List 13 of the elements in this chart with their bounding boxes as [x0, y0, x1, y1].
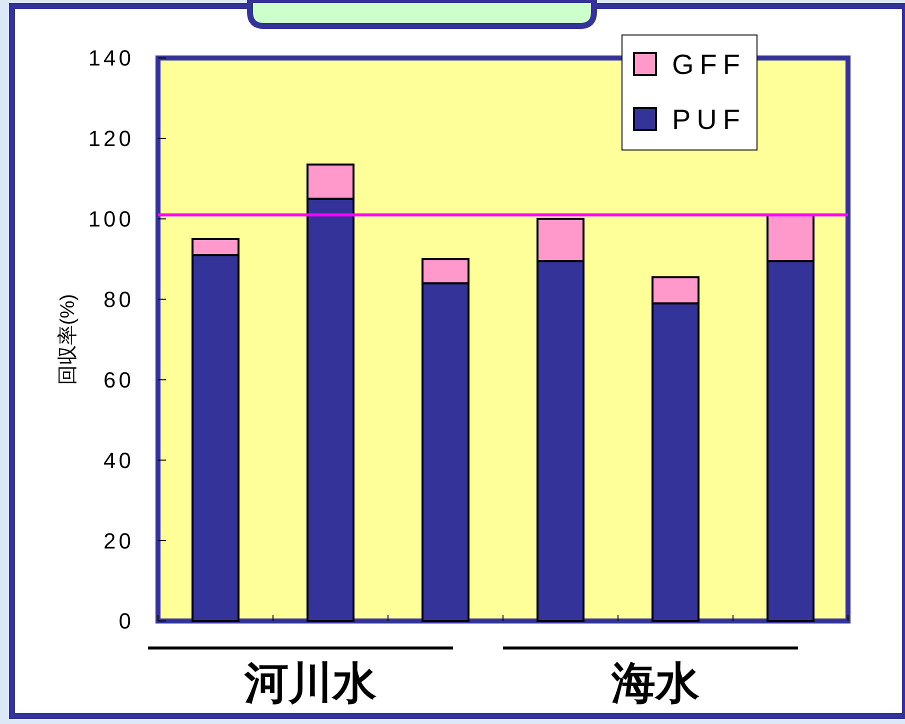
y-tick-label: 120	[88, 126, 134, 152]
text: 河川水	[244, 659, 376, 708]
y-tick-label: 100	[88, 206, 134, 232]
y-tick-label: 140	[88, 46, 134, 71]
y-tick-label: 0	[118, 608, 134, 634]
y-tick-label: 60	[104, 367, 134, 392]
text: 海水	[610, 659, 700, 708]
y-tick-label: 40	[104, 448, 134, 473]
legend-label: PUF	[672, 104, 746, 135]
legend-label: GFF	[672, 48, 746, 80]
y-axis-title: 回収率(%)	[57, 294, 79, 386]
y-tick-label: 80	[104, 286, 134, 312]
y-tick-label: 20	[104, 528, 134, 554]
